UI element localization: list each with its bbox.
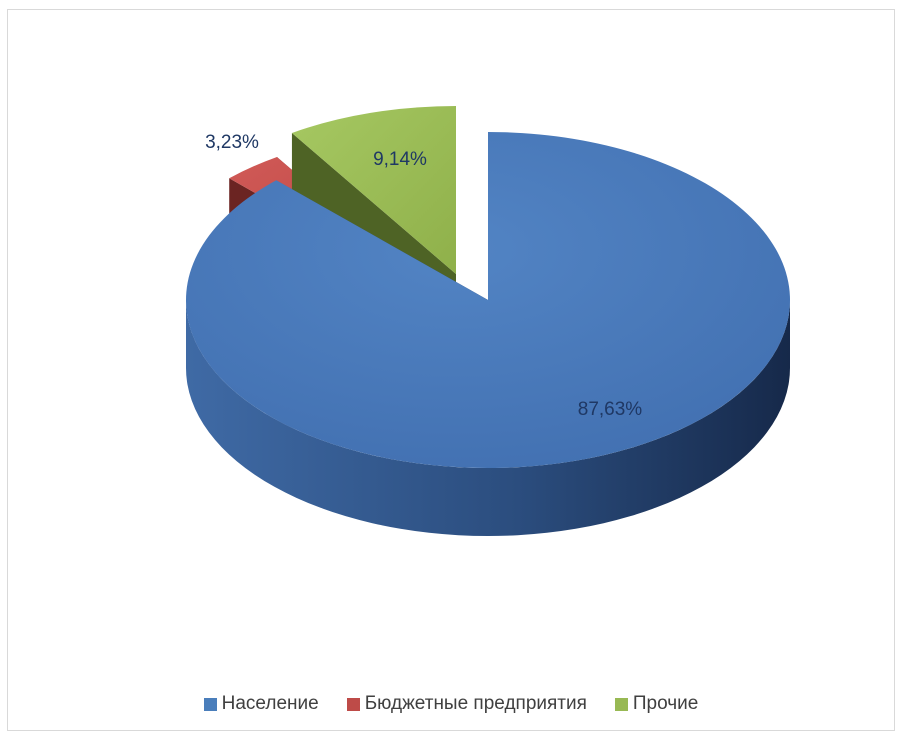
data-label: 87,63% — [578, 399, 643, 420]
pie-slice — [186, 132, 790, 536]
data-label: 3,23% — [205, 132, 259, 153]
legend-label: Прочие — [632, 693, 699, 714]
slice-top — [186, 132, 790, 469]
legend-label: Население — [221, 693, 319, 714]
legend-label: Бюджетные предприятия — [364, 693, 587, 714]
legend-swatch — [614, 697, 628, 711]
legend-item: Прочие — [614, 693, 699, 715]
legend-swatch — [346, 697, 360, 711]
legend-item: Население — [203, 693, 319, 715]
legend-item: Бюджетные предприятия — [346, 693, 587, 715]
legend: Население Бюджетные предприятия Прочие — [0, 690, 902, 718]
legend-swatch — [203, 697, 217, 711]
data-label: 9,14% — [373, 149, 427, 170]
slice-side — [186, 300, 790, 536]
slice-top — [291, 106, 456, 274]
